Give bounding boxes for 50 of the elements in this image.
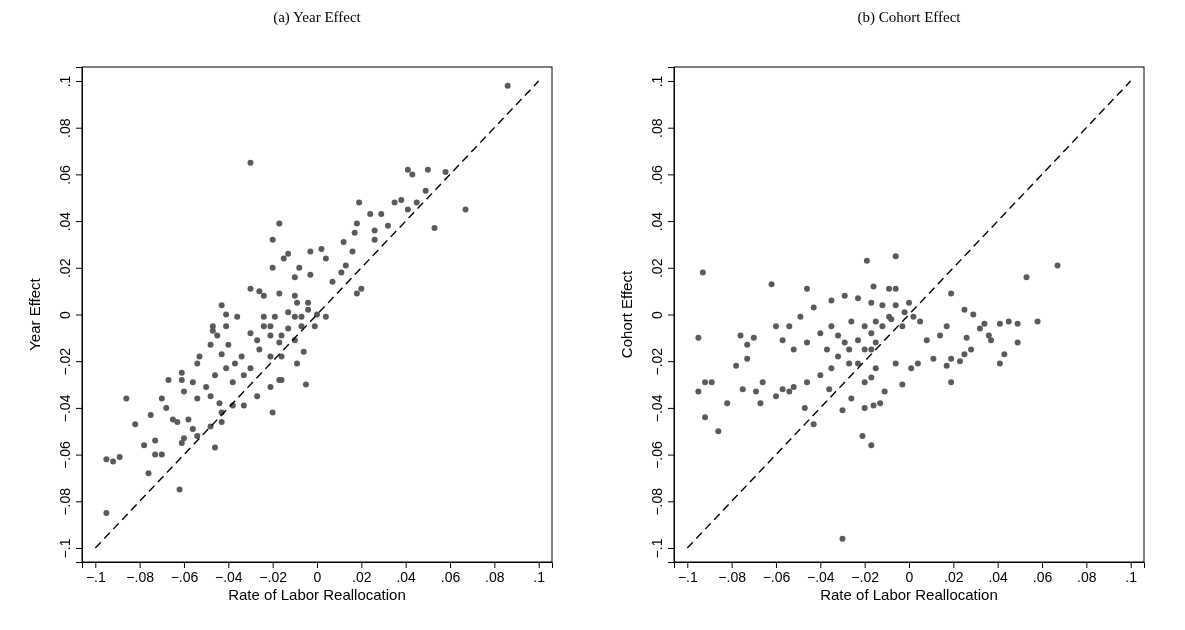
y-axis-title: Cohort Effect [618,270,635,359]
x-tick-label: .08 [1077,568,1097,585]
x-tick-label: −.02 [851,568,880,585]
y-tick-label: −.06 [649,441,665,469]
x-tick-label: .1 [533,568,546,585]
x-tick-label: 0 [313,568,322,585]
x-tick-label: 0 [905,568,914,585]
x-tick-label: .06 [1032,568,1053,585]
x-tick-label: .02 [352,568,372,585]
y-tick-label: .06 [649,164,665,185]
y-axis-title: Year Effect [26,277,43,351]
x-tick-label: .1 [1125,568,1138,585]
y-tick-label: .1 [649,75,665,88]
x-tick-label: −.08 [718,568,747,585]
y-tick-label: −.08 [649,487,665,516]
y-tick-label: −.1 [57,538,73,559]
x-tick-label: −.06 [170,568,199,585]
y-tick-label: .06 [57,164,73,185]
x-tick-label: −.1 [85,568,106,585]
chart-title: (b) Cohort Effect [857,9,962,26]
y-tick-label: 0 [649,310,665,319]
x-tick-label: −.1 [677,568,698,585]
y-tick-label: −.02 [649,347,665,376]
y-tick-label: .1 [57,75,73,88]
y-tick-label: 0 [57,310,73,319]
y-tick-label: −.02 [57,347,73,376]
x-tick-label: −.04 [215,568,243,585]
x-tick-label: −.04 [807,568,835,585]
y-tick-label: .02 [57,258,73,279]
y-tick-label: −.04 [649,394,665,423]
y-tick-label: .08 [649,118,665,138]
y-tick-label: −.04 [57,394,73,423]
x-tick-label: .08 [485,568,505,585]
x-tick-label: −.08 [126,568,155,585]
y-tick-label: .08 [57,118,73,138]
x-tick-label: −.02 [259,568,288,585]
x-axis-title: Rate of Labor Reallocation [228,586,406,603]
x-tick-label: .04 [988,568,1009,585]
x-tick-label: .02 [944,568,964,585]
y-tick-label: −.1 [649,538,665,559]
x-tick-label: −.06 [762,568,791,585]
y-tick-label: −.08 [57,487,73,516]
chart-title: (a) Year Effect [273,9,362,26]
x-tick-label: .06 [440,568,461,585]
y-tick-label: .04 [649,211,665,232]
y-tick-label: .04 [57,211,73,232]
x-axis-title: Rate of Labor Reallocation [820,586,998,603]
x-tick-label: .04 [396,568,417,585]
y-tick-label: −.06 [57,441,73,469]
y-tick-label: .02 [649,258,665,279]
